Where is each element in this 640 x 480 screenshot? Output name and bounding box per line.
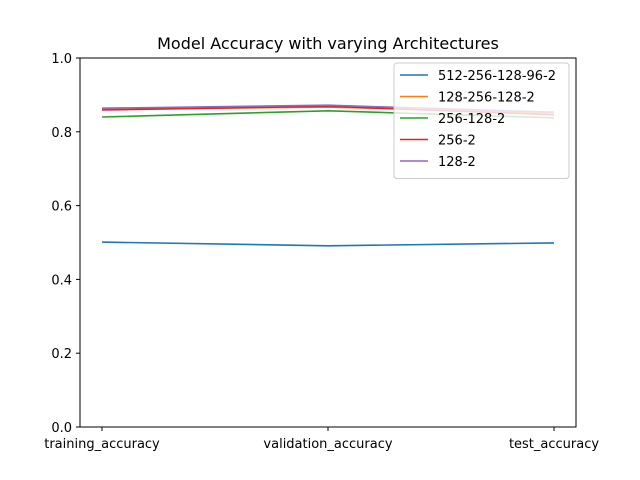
x-tick-label: test_accuracy <box>509 437 599 452</box>
y-axis: 0.0 0.2 0.4 0.6 0.8 1.0 <box>51 52 80 436</box>
y-tick-label: 1.0 <box>51 52 72 67</box>
y-tick-label: 0.4 <box>51 273 72 288</box>
legend-label: 512-256-128-96-2 <box>438 69 556 84</box>
legend: 512-256-128-96-2 128-256-128-2 256-128-2 25… <box>393 62 570 179</box>
chart-title: Model Accuracy with varying Architecture… <box>157 34 499 53</box>
x-tick-label: validation_accuracy <box>263 437 392 452</box>
y-tick-label: 0.0 <box>51 421 72 436</box>
x-axis: training_accuracy validation_accuracy test… <box>44 427 599 452</box>
legend-label: 128-2 <box>438 155 476 170</box>
y-tick-label: 0.6 <box>51 200 72 215</box>
legend-label: 256-2 <box>438 134 476 149</box>
legend-label: 128-256-128-2 <box>438 91 535 106</box>
legend-label: 256-128-2 <box>438 112 505 127</box>
legend-box <box>393 62 570 179</box>
y-tick-label: 0.2 <box>51 347 72 362</box>
x-tick-label: training_accuracy <box>44 437 160 452</box>
series-line <box>101 241 555 247</box>
y-tick-label: 0.8 <box>51 126 72 141</box>
